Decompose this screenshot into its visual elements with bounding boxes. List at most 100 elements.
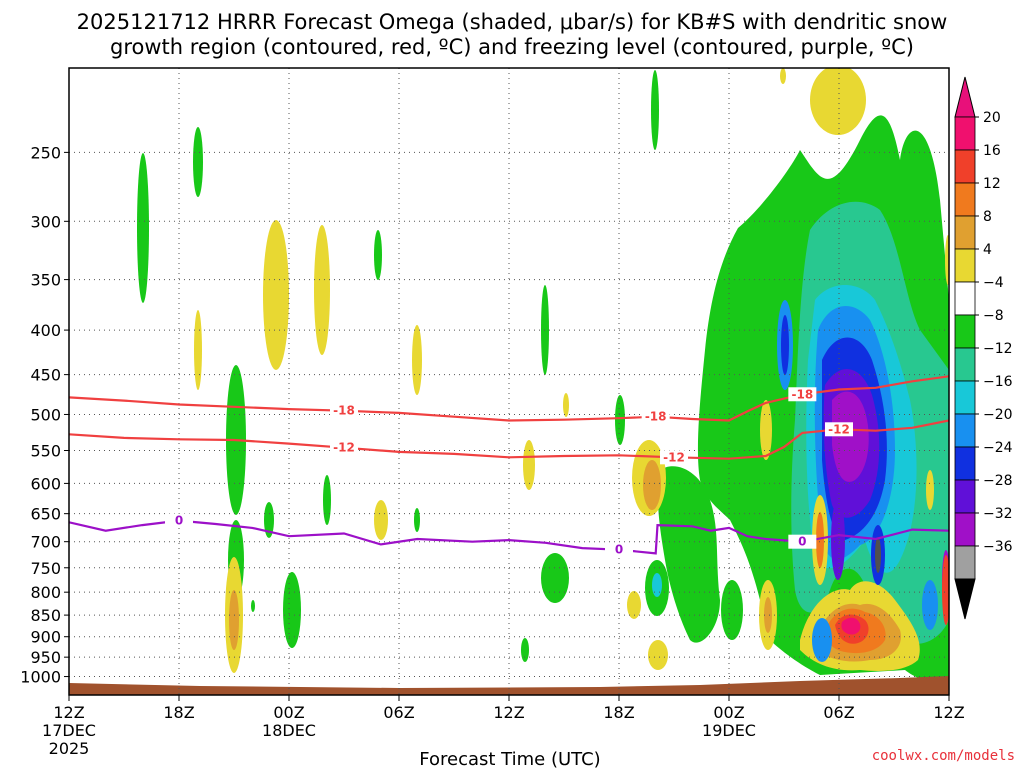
descent-cell (229, 590, 239, 650)
contour-label-bg (641, 409, 670, 424)
colorbar-label: 20 (983, 110, 1001, 126)
x-tick-date: 19DEC (702, 721, 756, 740)
colorbar-bin (954, 215, 976, 250)
contour-label: -18 (645, 410, 667, 424)
colorbar-bin (954, 512, 976, 547)
colorbar-top-arrow (954, 76, 976, 118)
colorbar-bin (954, 281, 976, 316)
ascent-cell (374, 230, 382, 280)
contour-label: 0 (175, 514, 183, 528)
y-tick-label: 700 (30, 533, 61, 552)
contour-label-bg (605, 542, 633, 557)
descent-cell (263, 220, 289, 370)
contour-label-bg (330, 403, 358, 418)
colorbar-bin (954, 314, 976, 349)
descent-cell (643, 460, 661, 510)
descent-cell (816, 512, 824, 568)
contour-label: 0 (615, 543, 623, 557)
colorbar-label: −36 (983, 539, 1013, 555)
ascent-cell (615, 395, 625, 445)
descent-cell (412, 325, 422, 395)
colorbar-label: 8 (983, 209, 992, 225)
x-tick-date: 18DEC (262, 721, 316, 740)
ascent-cell (651, 70, 659, 150)
x-axis-label: Forecast Time (UTC) (419, 749, 600, 768)
x-tick-label: 18Z (163, 703, 194, 722)
colorbar-label: −32 (983, 506, 1013, 522)
ascent-cell-blue (922, 580, 938, 630)
ascent-cell (137, 153, 149, 303)
x-tick-date: 17DEC (42, 721, 96, 740)
y-tick-label: 900 (30, 628, 61, 647)
descent-cell (764, 597, 772, 633)
y-tick-label: 850 (30, 606, 61, 625)
colorbar-bin (954, 248, 976, 283)
colorbar-label: 12 (983, 176, 1001, 192)
colorbar-label: −28 (983, 473, 1013, 489)
descent-cell (194, 310, 202, 390)
contour-label-bg (660, 450, 688, 465)
colorbar-label: −20 (983, 407, 1013, 423)
y-tick-label: 250 (30, 143, 61, 162)
ascent-cell (521, 638, 529, 662)
ascent-cell-cyan (652, 573, 662, 597)
y-tick-label: 300 (30, 212, 61, 231)
colorbar-label: −16 (983, 374, 1013, 390)
x-tick-label: 12Z (493, 703, 524, 722)
contour-label: -12 (663, 450, 685, 464)
y-tick-label: 650 (30, 505, 61, 524)
y-axis: 250 300 350 400 450 500 550 600 650 700 750 800 850 9… (20, 143, 69, 687)
colorbar-bin (954, 347, 976, 382)
contour-label-bg (330, 440, 358, 455)
y-tick-label: 350 (30, 271, 61, 290)
y-tick-label: 500 (30, 405, 61, 424)
colorbar-label: −8 (983, 308, 1004, 324)
descent-cell (926, 470, 934, 510)
x-tick-label: 00Z (273, 703, 304, 722)
colorbar-bin (954, 149, 976, 184)
y-tick-label: 750 (30, 559, 61, 578)
contour-label-bg (788, 387, 817, 402)
colorbar-bin (954, 182, 976, 217)
gridlines (69, 68, 949, 695)
y-tick-label: 950 (30, 648, 61, 667)
contour-label: 0 (798, 535, 806, 549)
descent-cell (648, 640, 668, 670)
ascent-cell (251, 600, 255, 612)
ascent-cell-core (875, 537, 881, 573)
y-tick-label: 450 (30, 366, 61, 385)
descent-cell (314, 225, 330, 355)
colorbar-label: −12 (983, 341, 1013, 357)
ascent-region-green-2 (657, 466, 720, 643)
x-tick-label: 12Z (933, 703, 964, 722)
ascent-cell (721, 580, 743, 640)
x-tick-label: 06Z (823, 703, 854, 722)
colorbar-bin (954, 116, 976, 151)
x-tick-label: 00Z (713, 703, 744, 722)
descent-cell (810, 68, 866, 135)
colorbar-bin (954, 413, 976, 448)
site-credit: coolwx.com/models (872, 748, 1015, 764)
omega-shading (137, 68, 949, 684)
ground-surface (69, 676, 949, 695)
chart-title-line-1: 2025121712 HRRR Forecast Omega (shaded, … (77, 10, 948, 34)
y-tick-label: 600 (30, 474, 61, 493)
contour-label: -12 (333, 441, 355, 455)
ascent-cell (323, 475, 331, 525)
y-tick-label: 400 (30, 321, 61, 340)
contour-label-bg (788, 534, 817, 549)
ascent-cell-blue (812, 618, 832, 662)
descent-region-magenta (841, 617, 861, 635)
x-tick-label: 12Z (53, 703, 84, 722)
chart-title-line-2: growth region (contoured, red, ºC) and f… (110, 35, 914, 59)
ascent-cell (264, 502, 274, 538)
descent-cell (563, 393, 569, 417)
ascent-cell (193, 127, 203, 197)
descent-cell (945, 235, 949, 285)
colorbar-bin (954, 380, 976, 415)
contour-label-bg (825, 422, 853, 437)
x-tick-label: 06Z (383, 703, 414, 722)
ascent-cell (283, 572, 301, 648)
contour-label: -12 (828, 422, 850, 436)
